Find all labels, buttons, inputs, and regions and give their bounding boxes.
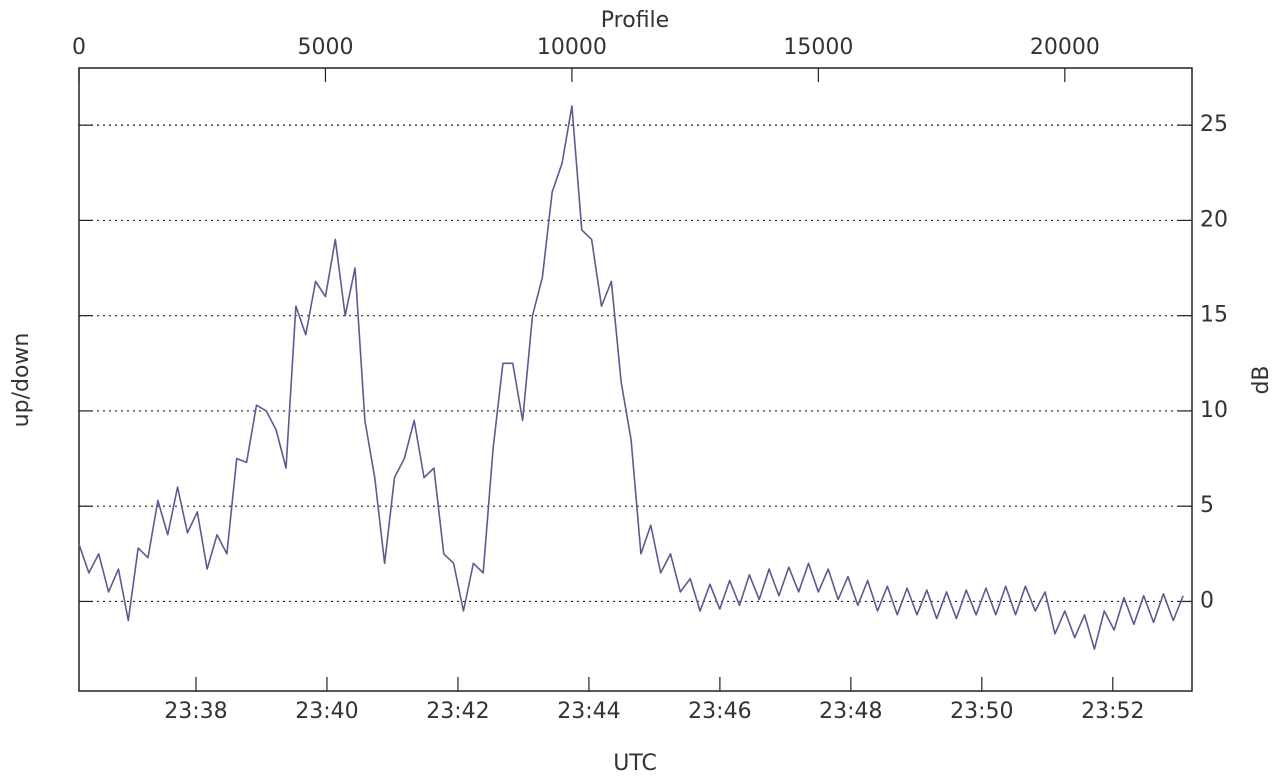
x-tick-label: 23:50 [950, 699, 1013, 724]
data-line [78, 105, 1184, 650]
x-tick-label: 5000 [297, 35, 353, 60]
y-tick-label: 10 [1200, 398, 1228, 423]
bottom-axis-label: UTC [613, 751, 657, 776]
x-tick-label: 23:38 [164, 699, 227, 724]
y-tick-label: 5 [1200, 493, 1214, 518]
x-tick-label: 23:42 [426, 699, 489, 724]
right-axis-label: dB [1249, 365, 1274, 394]
x-tick-label: 20000 [1030, 35, 1100, 60]
x-tick-label: 23:40 [295, 699, 358, 724]
y-tick-label: 0 [1200, 588, 1214, 613]
x-tick-label: 15000 [783, 35, 853, 60]
top-axis-label: Profile [601, 8, 669, 33]
x-tick-label: 23:46 [688, 699, 751, 724]
x-tick-label: 10000 [537, 35, 607, 60]
x-tick-label: 0 [72, 35, 86, 60]
y-tick-label: 20 [1200, 207, 1228, 232]
x-tick-label: 23:48 [819, 699, 882, 724]
plot-frame [78, 67, 1193, 692]
y-tick-label: 25 [1200, 112, 1228, 137]
x-tick-label: 23:52 [1081, 699, 1144, 724]
left-axis-label: up/down [9, 333, 34, 428]
x-tick-label: 23:44 [557, 699, 620, 724]
y-tick-label: 15 [1200, 303, 1228, 328]
